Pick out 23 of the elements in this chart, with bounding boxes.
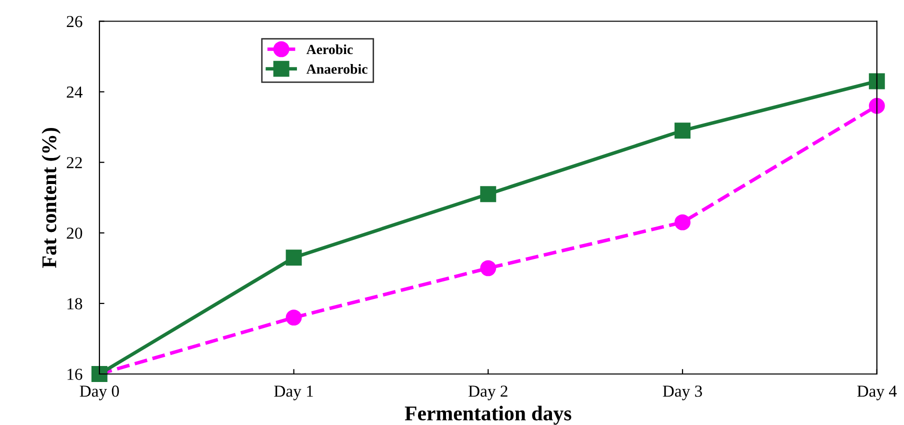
- y-tick-label: 18: [68, 298, 82, 310]
- point: [480, 186, 496, 202]
- legend-label: Anaerobic: [306, 64, 368, 74]
- point: [286, 250, 302, 266]
- legend-label: Aerobic: [306, 44, 353, 54]
- x-axis-title: Fermentation days: [404, 406, 572, 425]
- point: [674, 214, 691, 230]
- x-tick-label: Day 3: [662, 386, 702, 400]
- point: [674, 122, 691, 139]
- point: [868, 73, 885, 90]
- x-tick-label: Day 1: [274, 386, 313, 400]
- point: [868, 98, 885, 114]
- point: [286, 310, 302, 326]
- x-tick-label: Day 4: [857, 386, 897, 400]
- y-tick-label: 16: [68, 368, 82, 380]
- x-tick-label: Day 0: [80, 386, 119, 400]
- point: [480, 260, 496, 276]
- x-tick-label: Day 2: [468, 386, 508, 400]
- y-tick-label: 20: [66, 228, 82, 239]
- y-tick-label: 26: [66, 16, 82, 28]
- y-tick-label: 22: [66, 157, 82, 168]
- y-axis-title: Fat content (%): [42, 128, 61, 268]
- y-tick-label: 24: [66, 86, 83, 98]
